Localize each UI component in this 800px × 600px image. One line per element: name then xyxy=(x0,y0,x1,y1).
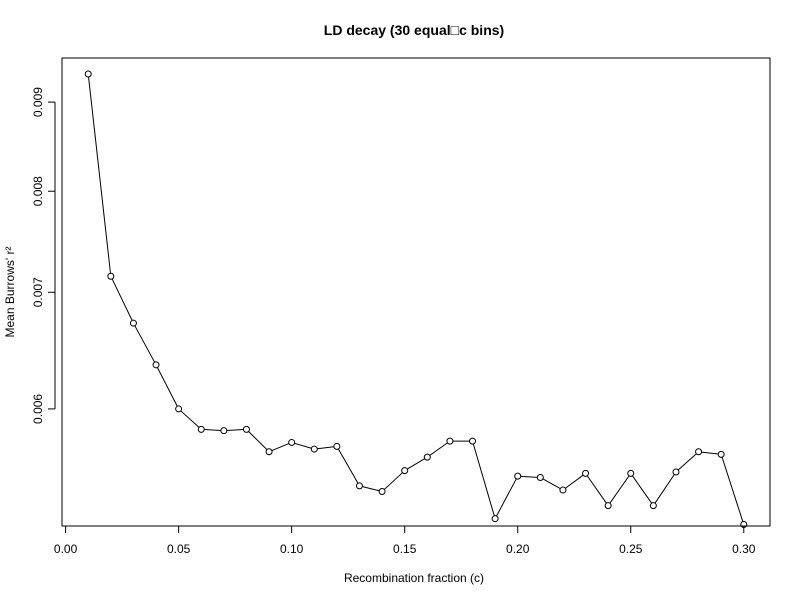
data-point xyxy=(242,425,250,433)
y-tick-label: 0.006 xyxy=(31,394,45,424)
series-line-segment xyxy=(88,76,111,274)
series-line-segment xyxy=(337,448,359,484)
data-point xyxy=(559,486,567,494)
series-line-segment xyxy=(271,443,290,452)
series-line-segment xyxy=(226,429,244,432)
x-tick-label: 0.15 xyxy=(393,542,417,556)
plot-frame xyxy=(61,57,771,527)
series-line-segment xyxy=(134,325,156,363)
data-point xyxy=(288,438,296,446)
x-tick-label: 0.30 xyxy=(732,542,756,556)
data-point xyxy=(536,474,544,482)
series-line-segment xyxy=(677,453,697,471)
data-point xyxy=(717,450,725,458)
data-point xyxy=(220,427,228,435)
series-line-segment xyxy=(156,367,178,407)
data-point xyxy=(491,515,499,523)
series-line-segment xyxy=(317,446,334,450)
data-point xyxy=(604,502,612,510)
series-line-segment xyxy=(204,429,221,432)
series-line-segment xyxy=(609,475,630,504)
chart-title: LD decay (30 equal□c bins) xyxy=(324,22,504,38)
y-tick-label: 0.008 xyxy=(31,176,45,206)
series-line-segment xyxy=(383,472,403,490)
data-point xyxy=(695,448,703,456)
data-point xyxy=(197,425,205,433)
data-point xyxy=(84,70,92,78)
x-tick-label: 0.25 xyxy=(619,542,643,556)
data-point xyxy=(423,453,431,461)
data-point xyxy=(175,405,183,413)
series-line-segment xyxy=(542,478,561,490)
data-point xyxy=(378,487,386,495)
series-line-segment xyxy=(407,458,425,470)
series-line-segment xyxy=(565,474,584,489)
series-line-segment xyxy=(294,442,312,449)
x-tick-label: 0.00 xyxy=(54,542,78,556)
series-line-segment xyxy=(632,475,653,504)
data-point xyxy=(446,437,454,445)
data-point xyxy=(107,272,115,280)
data-point xyxy=(152,361,160,369)
data-point xyxy=(310,445,318,453)
x-tick-label: 0.20 xyxy=(506,542,530,556)
series-line-segment xyxy=(248,431,268,450)
data-point xyxy=(514,472,522,480)
x-axis-label: Recombination fraction (c) xyxy=(344,571,484,585)
series-line-segment xyxy=(496,478,517,517)
series-line-segment xyxy=(586,475,607,504)
y-tick-label: 0.007 xyxy=(31,277,45,307)
data-point xyxy=(265,448,273,456)
data-point xyxy=(333,442,341,450)
x-tick-label: 0.10 xyxy=(280,542,304,556)
series-line-segment xyxy=(721,457,744,522)
series-line-segment xyxy=(429,442,448,456)
data-point xyxy=(582,469,590,477)
series-line-segment xyxy=(111,278,133,321)
series-line-segment xyxy=(701,451,719,455)
y-tick-label: 0.009 xyxy=(31,87,45,117)
series-line-segment xyxy=(654,474,675,504)
data-point xyxy=(469,437,477,445)
y-axis: 0.006 0.007 0.008 0.009 xyxy=(31,87,56,424)
data-point xyxy=(672,468,680,476)
data-point xyxy=(129,319,137,327)
y-axis-label: Mean Burrows' r² xyxy=(3,247,17,338)
series-line-segment xyxy=(472,443,495,516)
data-point xyxy=(627,469,635,477)
data-point xyxy=(401,467,409,475)
series-line-segment xyxy=(362,486,380,492)
series-layer xyxy=(84,70,748,529)
data-point xyxy=(355,482,363,490)
series-line-segment xyxy=(180,410,200,428)
x-axis: 0.00 0.05 0.10 0.15 0.20 0.25 0.30 xyxy=(54,525,756,556)
series-line-segment xyxy=(520,475,538,478)
data-point xyxy=(649,502,657,510)
data-point xyxy=(740,521,748,529)
x-tick-label: 0.05 xyxy=(167,542,191,556)
